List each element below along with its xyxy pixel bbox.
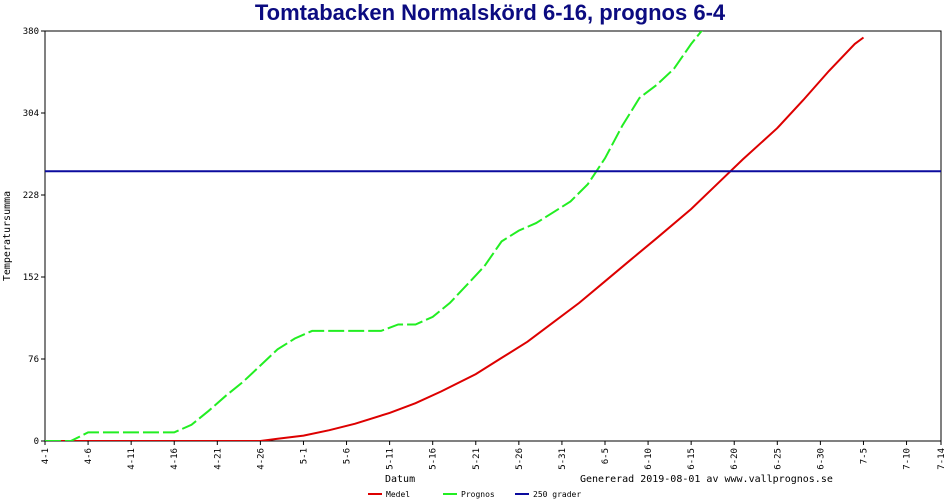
y-tick-label: 380 bbox=[23, 27, 39, 37]
plot-area: 0 76 152 228 304 380 4-1 4-6 4-11 4-16 4-21 4-26 5-1… bbox=[23, 27, 947, 470]
x-tick-label: 6-30 bbox=[816, 448, 826, 470]
x-tick-label: 4-16 bbox=[170, 448, 180, 470]
plot-frame bbox=[44, 30, 942, 442]
x-tick-label: 6-20 bbox=[730, 448, 740, 470]
x-tick-label: 5-31 bbox=[558, 448, 568, 470]
series-line-1 bbox=[45, 31, 703, 441]
x-tick-label: 5-21 bbox=[472, 448, 482, 470]
x-tick-label: 6-10 bbox=[644, 448, 654, 470]
y-tick-label: 304 bbox=[23, 109, 39, 119]
y-tick-label: 76 bbox=[28, 355, 39, 365]
y-tick-label: 152 bbox=[23, 273, 39, 283]
x-tick-label: 5-1 bbox=[299, 448, 309, 464]
x-tick-label: 5-6 bbox=[343, 448, 353, 464]
footer-text: Genererad 2019-08-01 av www.vallprognos.… bbox=[580, 474, 833, 485]
legend-label-1: Prognos bbox=[461, 490, 495, 499]
chart-title: Tomtabacken Normalskörd 6-16, prognos 6-… bbox=[255, 0, 726, 25]
y-tick-label: 0 bbox=[34, 437, 39, 447]
x-tick-label: 6-25 bbox=[773, 448, 783, 470]
legend-label-0: Medel bbox=[386, 490, 410, 499]
x-tick-label: 5-11 bbox=[386, 448, 396, 470]
x-tick-label: 7-14 bbox=[937, 448, 947, 470]
x-tick-label: 6-15 bbox=[687, 448, 697, 470]
x-axis-label: Datum bbox=[385, 474, 415, 485]
x-tick-label: 7-5 bbox=[859, 448, 869, 464]
y-axis-label: Temperatursumma bbox=[2, 191, 13, 281]
series-group bbox=[45, 31, 941, 441]
x-tick-label: 5-16 bbox=[429, 448, 439, 470]
y-tick-label: 228 bbox=[23, 191, 39, 201]
legend-label-2: 250 grader bbox=[533, 490, 581, 499]
legend: Medel Prognos 250 grader bbox=[368, 490, 581, 499]
x-tick-label: 4-26 bbox=[256, 448, 266, 470]
x-tick-label: 4-11 bbox=[127, 448, 137, 470]
series-line-0 bbox=[45, 36, 865, 441]
x-tick-label: 4-21 bbox=[213, 448, 223, 470]
x-tick-label: 7-10 bbox=[903, 448, 913, 470]
x-tick-label: 4-6 bbox=[84, 448, 94, 464]
x-tick-label: 6-5 bbox=[601, 448, 611, 464]
x-tick-label: 4-1 bbox=[41, 448, 51, 464]
x-tick-label: 5-26 bbox=[515, 448, 525, 470]
